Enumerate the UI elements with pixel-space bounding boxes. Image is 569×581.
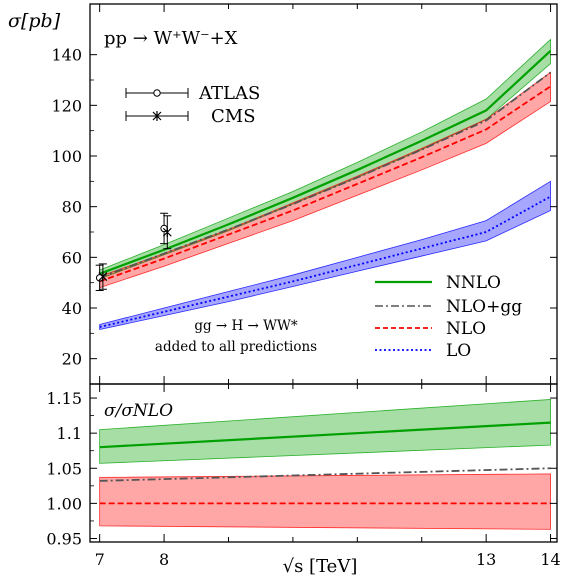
- main-y-tick-label: 120: [51, 96, 82, 115]
- main-y-tick-label: 140: [51, 46, 82, 65]
- ratio-panel: 0.95 1.00 1.05 1.1 1.15 7 8 13 14 σ/σNLO √s [TeV…: [46, 383, 561, 577]
- atlas-legend-label: ATLAS: [198, 83, 260, 104]
- main-y-tick-label: 60: [62, 248, 82, 267]
- process-label: pp → W⁺W⁻+X: [104, 28, 238, 49]
- main-line-lo: [99, 195, 551, 328]
- ratio-line-nlo-gg: [99, 467, 551, 482]
- ratio-y-tick-label: 1.1: [57, 424, 82, 443]
- series-legend: NNLO NLO+gg NLO LO: [375, 273, 522, 361]
- main-line-nlo-gg: [99, 71, 552, 279]
- ratio-y-axis-label: σ/σNLO: [104, 401, 173, 421]
- main-y-axis-label: σ[pb]: [8, 10, 61, 32]
- x-axis-label: √s [TeV]: [283, 556, 358, 577]
- main-axis-ticks: 20 40 60 80 100 120 140: [51, 4, 557, 384]
- x-tick-label: 14: [540, 550, 560, 569]
- cms-legend-marker: [125, 111, 189, 121]
- legend-label-nnlo: NNLO: [446, 273, 501, 293]
- main-y-tick-label: 20: [62, 350, 82, 369]
- atlas-data-point: [95, 264, 104, 292]
- ratio-y-tick-label: 1.00: [46, 494, 82, 513]
- atlas-legend-marker: [125, 88, 189, 98]
- ratio-y-tick-label: 1.05: [46, 459, 82, 478]
- ratio-series-lines: [99, 421, 551, 505]
- main-band-nnlo: [99, 38, 551, 280]
- annotation-line-2: added to all predictions: [155, 339, 317, 355]
- ratio-y-tick-label: 0.95: [46, 529, 82, 548]
- x-tick-label: 7: [95, 550, 105, 569]
- main-series-lines: [99, 50, 552, 328]
- legend-label-nlo-gg: NLO+gg: [446, 297, 522, 317]
- main-panel: 20 40 60 80 100 120 140 σ[pb] pp → W⁺W⁻+X ATLA…: [8, 3, 558, 385]
- main-line-nnlo: [99, 50, 552, 275]
- ratio-band-nlo: [99, 473, 551, 530]
- main-y-tick-label: 80: [62, 198, 82, 217]
- x-tick-label: 13: [476, 550, 496, 569]
- cms-data-point: [162, 215, 172, 250]
- cms-legend-label: CMS: [211, 106, 256, 127]
- ratio-plot-frame: [89, 383, 558, 543]
- ratio-axis-ticks: 0.95 1.00 1.05 1.1 1.15 7 8 13 14: [46, 384, 561, 569]
- main-band-lo: [99, 180, 551, 331]
- ratio-band-nnlo: [99, 399, 551, 464]
- main-y-tick-label: 100: [51, 147, 82, 166]
- ratio-line-nnlo: [99, 421, 551, 449]
- annotation-line-1: gg → H → WW*: [194, 318, 298, 334]
- x-tick-label: 8: [159, 550, 169, 569]
- legend-label-lo: LO: [446, 341, 471, 361]
- main-y-tick-label: 40: [62, 299, 82, 318]
- measurement-points: [95, 212, 172, 292]
- legend-label-nlo: NLO: [446, 319, 486, 339]
- cms-data-point: [98, 263, 108, 290]
- ratio-y-tick-label: 1.15: [46, 389, 82, 408]
- data-legend: ATLAS CMS: [125, 83, 260, 127]
- ratio-uncertainty-bands: [99, 399, 551, 530]
